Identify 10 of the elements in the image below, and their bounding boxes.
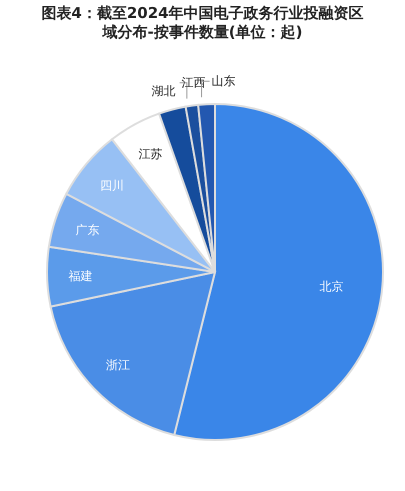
slice-label: 江苏 [138,147,163,162]
slice-label: 江西 [182,76,206,90]
slice-label: 北京 [320,279,344,294]
chart-title: 图表4：截至2024年中国电子政务行业投融资区域分布-按事件数量(单位：起) [40,3,365,42]
slice-label: 广东 [75,223,100,238]
slice-label: 山东 [212,74,236,88]
slice-label: 福建 [68,268,93,283]
slice-label: 浙江 [106,358,130,372]
slice-label: 湖北 [152,84,176,98]
slice-label: 四川 [100,178,124,193]
